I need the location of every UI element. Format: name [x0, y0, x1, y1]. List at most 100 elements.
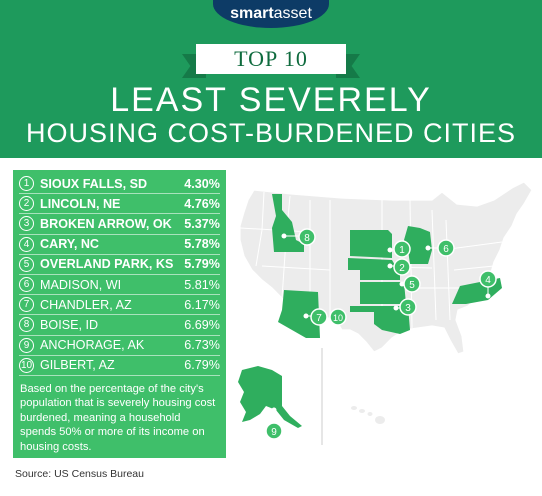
title-line-1: LEAST SEVERELY	[110, 81, 432, 119]
marker-1: 1	[387, 240, 411, 258]
rank-badge: 4	[19, 236, 34, 252]
rank-badge: 7	[19, 297, 34, 313]
city-name: LINCOLN, NE	[40, 196, 121, 211]
title-line-2: HOUSING COST-BURDENED CITIES	[25, 118, 517, 148]
state-idaho	[272, 194, 304, 252]
header-banner: smartasset TOP 10 LEAST SEVERELY HOUSING…	[0, 0, 542, 158]
marker-badge	[265, 422, 283, 440]
rankings-panel: 1 SIOUX FALLS, SD 4.30% 2 LINCOLN, NE 4.76% …	[13, 170, 226, 458]
rank-badge: 8	[19, 317, 34, 333]
ranking-row: 7 CHANDLER, AZ 6.17%	[19, 295, 220, 316]
state-nebraska	[348, 258, 400, 280]
marker-label: 7	[316, 313, 322, 324]
methodology-note: Based on the percentage of the city's po…	[20, 382, 216, 453]
ribbon-label: TOP 10	[196, 44, 346, 74]
state-hawaii	[351, 406, 385, 424]
rank-badge: 3	[19, 216, 34, 232]
percent-value: 4.76%	[184, 196, 220, 211]
rank-badge: 2	[19, 196, 34, 212]
city-pin	[387, 247, 393, 253]
marker-badge	[403, 275, 421, 293]
percent-value: 6.73%	[184, 338, 220, 353]
marker-label: 3	[405, 303, 411, 314]
city-pin	[303, 313, 309, 319]
logo-text-asset: asset	[273, 5, 312, 22]
marker-badge	[393, 258, 411, 276]
city-pin	[393, 305, 399, 311]
logo-text-smart: smart	[230, 5, 274, 22]
state-wisconsin	[404, 226, 432, 264]
state-arizona	[278, 290, 320, 338]
ranking-row: 9 ANCHORAGE, AK 6.73%	[19, 336, 220, 356]
city-name: CHANDLER, AZ	[40, 297, 132, 312]
city-name: ANCHORAGE, AK	[40, 338, 145, 353]
percent-value: 5.79%	[184, 257, 220, 272]
ranking-row: 2 LINCOLN, NE 4.76%	[19, 194, 220, 215]
marker-6: 6	[425, 239, 455, 257]
percent-value: 5.81%	[184, 277, 220, 292]
source-note: Source: US Census Bureau	[15, 468, 144, 480]
ranking-row: 1 SIOUX FALLS, SD 4.30%	[19, 174, 220, 195]
percent-value: 5.37%	[184, 216, 220, 231]
marker-label: 5	[409, 280, 415, 291]
city-pin	[399, 281, 405, 287]
ranking-row: 6 MADISON, WI 5.81%	[19, 275, 220, 296]
city-name: OVERLAND PARK, KS	[40, 257, 174, 272]
percent-value: 6.79%	[184, 358, 220, 373]
city-name: CARY, NC	[40, 237, 100, 252]
city-name: BROKEN ARROW, OK	[40, 216, 172, 231]
rank-badge: 1	[19, 176, 34, 192]
rank-badge: 5	[19, 256, 34, 272]
ranking-row: 4 CARY, NC 5.78%	[19, 235, 220, 255]
city-name: MADISON, WI	[40, 277, 122, 292]
marker-8: 8	[281, 228, 316, 246]
rank-badge: 10	[19, 357, 34, 373]
city-name: BOISE, ID	[40, 317, 99, 332]
marker-label: 10	[333, 313, 343, 323]
marker-label: 2	[399, 263, 405, 274]
marker-badge	[298, 228, 316, 246]
marker-badge	[329, 308, 347, 326]
rank-badge: 6	[19, 277, 34, 293]
marker-label: 8	[304, 233, 310, 244]
us-map: 8 1 6 2 5 4 3 7	[238, 181, 533, 445]
state-south-dakota	[350, 230, 392, 258]
marker-label: 1	[399, 245, 405, 256]
marker-7: 7	[303, 308, 328, 326]
city-name: SIOUX FALLS, SD	[40, 176, 148, 191]
marker-badge	[393, 240, 411, 258]
ranking-row: 10 GILBERT, AZ 6.79%	[19, 356, 220, 376]
marker-4: 4	[479, 270, 497, 299]
marker-badge	[437, 239, 455, 257]
rank-badge: 9	[19, 337, 34, 353]
smartasset-logo: smartasset	[213, 0, 329, 28]
ranking-row: 5 OVERLAND PARK, KS 5.79%	[19, 255, 220, 275]
city-pin	[271, 407, 277, 413]
ranking-row: 8 BOISE, ID 6.69%	[19, 315, 220, 336]
city-name: GILBERT, AZ	[40, 358, 115, 373]
marker-9: 9	[265, 407, 283, 440]
state-oklahoma	[350, 306, 410, 334]
marker-label: 6	[443, 244, 449, 255]
state-alaska	[238, 366, 302, 428]
percent-value: 5.78%	[184, 237, 220, 252]
percent-value: 6.17%	[184, 297, 220, 312]
ranking-row: 3 BROKEN ARROW, OK 5.37%	[19, 214, 220, 235]
marker-badge	[399, 298, 417, 316]
state-kansas	[360, 282, 406, 304]
city-pin	[387, 263, 393, 269]
top10-ribbon: TOP 10	[182, 44, 360, 78]
marker-10: 10	[329, 308, 347, 326]
percent-value: 6.69%	[184, 317, 220, 332]
marker-5: 5	[399, 275, 421, 293]
city-pin	[485, 293, 491, 299]
marker-label: 9	[271, 427, 277, 438]
marker-badge	[479, 270, 497, 288]
marker-label: 4	[485, 275, 491, 286]
marker-2: 2	[387, 258, 411, 276]
city-pin	[425, 245, 431, 251]
percent-value: 4.30%	[184, 176, 220, 191]
city-pin	[281, 233, 287, 239]
marker-badge	[310, 308, 328, 326]
marker-3: 3	[393, 298, 417, 316]
